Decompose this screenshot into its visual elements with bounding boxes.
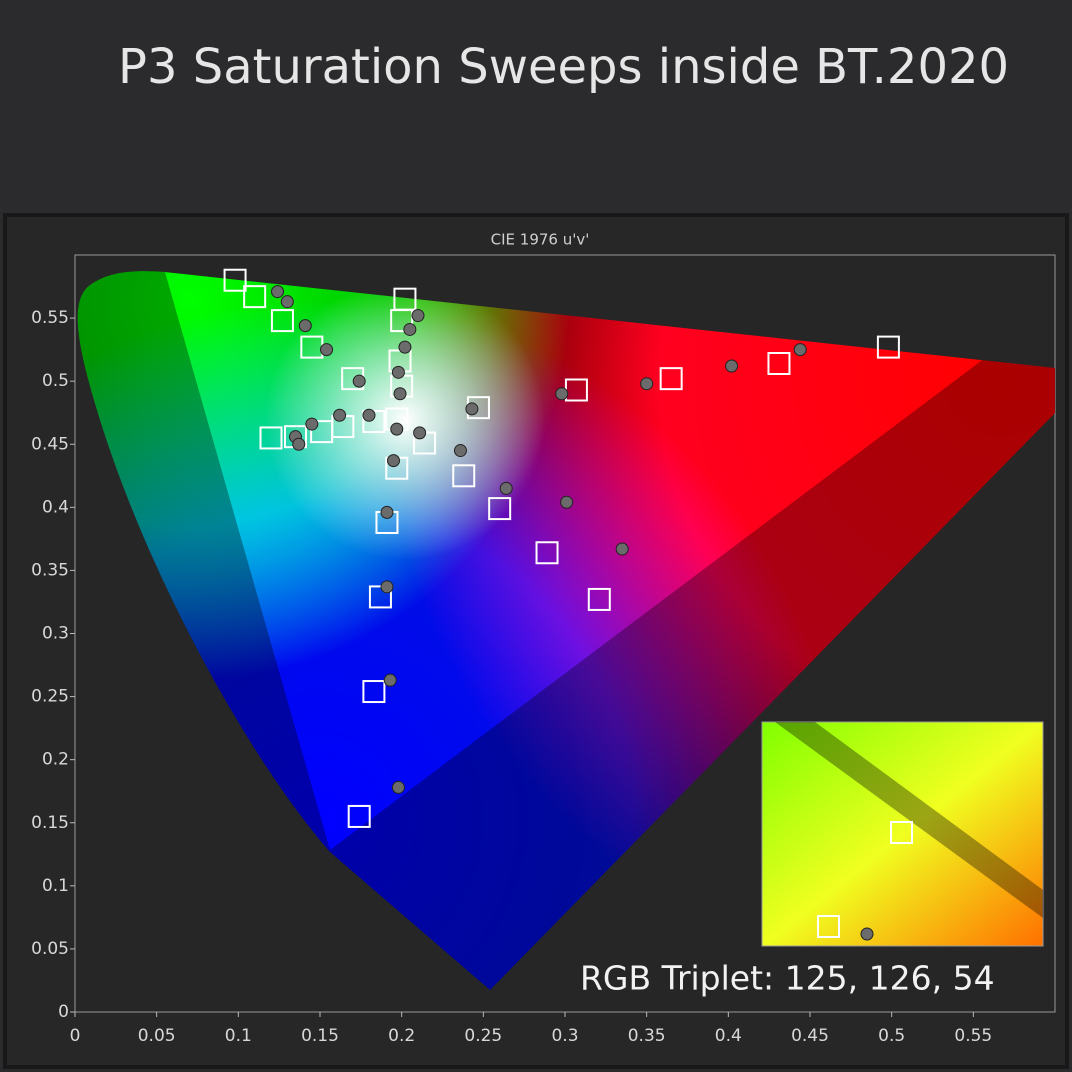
measured-marker bbox=[793, 343, 807, 357]
y-tick-label: 0 bbox=[58, 1002, 69, 1022]
y-tick-label: 0.1 bbox=[42, 876, 69, 896]
chart-subtitle: CIE 1976 u'v' bbox=[491, 231, 590, 249]
inset-band bbox=[775, 722, 1043, 918]
measured-marker bbox=[383, 673, 397, 687]
target-marker bbox=[587, 587, 611, 611]
target-marker bbox=[259, 426, 283, 450]
target-marker bbox=[488, 497, 512, 521]
x-tick-label: 0 bbox=[70, 1026, 81, 1046]
inset-area bbox=[761, 721, 1044, 947]
x-tick-label: 0.05 bbox=[138, 1026, 176, 1046]
x-tick-label: 0.4 bbox=[715, 1026, 742, 1046]
x-tick-label: 0.55 bbox=[954, 1026, 992, 1046]
chart-title: P3 Saturation Sweeps inside BT.2020 bbox=[118, 39, 1009, 95]
target-marker bbox=[535, 541, 559, 565]
measured-marker bbox=[725, 359, 739, 373]
marks bbox=[223, 268, 900, 828]
measured-marker bbox=[640, 377, 654, 391]
inset-marker bbox=[817, 915, 840, 938]
x-tick-label: 0.15 bbox=[301, 1026, 339, 1046]
y-tick-label: 0.15 bbox=[31, 813, 69, 833]
measured-marker bbox=[391, 780, 405, 794]
measured-marker bbox=[403, 322, 417, 336]
measured-marker bbox=[380, 505, 394, 519]
target-marker bbox=[659, 367, 683, 391]
measured-marker bbox=[305, 417, 319, 431]
y-tick-label: 0.3 bbox=[42, 624, 69, 644]
y-tick-label: 0.35 bbox=[31, 560, 69, 580]
y-tick-label: 0.5 bbox=[42, 371, 69, 391]
measured-marker bbox=[615, 542, 629, 556]
inset-marker bbox=[890, 821, 913, 844]
y-tick-label: 0.25 bbox=[31, 687, 69, 707]
x-tick-label: 0.5 bbox=[878, 1026, 905, 1046]
target-marker bbox=[452, 464, 476, 488]
measured-marker bbox=[411, 309, 425, 323]
y-tick-label: 0.05 bbox=[31, 939, 69, 959]
measured-marker bbox=[453, 444, 467, 458]
target-marker bbox=[243, 285, 267, 309]
measured-marker bbox=[280, 295, 294, 309]
measured-marker bbox=[271, 285, 285, 299]
target-marker bbox=[390, 309, 414, 333]
measured-marker bbox=[499, 481, 513, 495]
measured-marker bbox=[465, 402, 479, 416]
annotation: RGB Triplet: 125, 126, 54 bbox=[580, 959, 995, 998]
target-marker bbox=[362, 680, 386, 704]
target-marker bbox=[347, 804, 371, 828]
target-marker bbox=[876, 335, 900, 359]
x-tick-label: 0.1 bbox=[225, 1026, 252, 1046]
measured-marker bbox=[352, 374, 366, 388]
target-marker bbox=[223, 268, 247, 292]
y-tick-label: 0.55 bbox=[31, 308, 69, 328]
measured-marker bbox=[298, 319, 312, 333]
measured-marker bbox=[320, 343, 334, 357]
target-marker bbox=[368, 585, 392, 609]
measured-marker bbox=[393, 387, 407, 401]
inset-marker bbox=[860, 927, 874, 941]
measured-marker bbox=[391, 365, 405, 379]
measured-marker bbox=[380, 580, 394, 594]
measured-marker bbox=[555, 387, 569, 401]
measured-marker bbox=[413, 426, 427, 440]
x-tick-label: 0.45 bbox=[791, 1026, 829, 1046]
measured-marker bbox=[362, 408, 376, 422]
measured-marker bbox=[387, 454, 400, 468]
x-tick-label: 0.25 bbox=[464, 1026, 502, 1046]
y-tick-label: 0.4 bbox=[42, 497, 69, 517]
target-marker bbox=[767, 352, 791, 376]
x-tick-label: 0.3 bbox=[551, 1026, 578, 1046]
measured-marker bbox=[333, 408, 347, 422]
y-tick-label: 0.45 bbox=[31, 434, 69, 454]
inset bbox=[761, 721, 1044, 947]
target-marker bbox=[270, 309, 294, 333]
x-tick-label: 0.35 bbox=[628, 1026, 666, 1046]
measured-marker bbox=[390, 422, 404, 436]
measured-marker bbox=[560, 495, 574, 509]
y-tick-label: 0.2 bbox=[42, 750, 69, 770]
x-tick-label: 0.2 bbox=[388, 1026, 415, 1046]
measured-marker bbox=[292, 437, 306, 451]
measured-marker bbox=[398, 340, 412, 354]
